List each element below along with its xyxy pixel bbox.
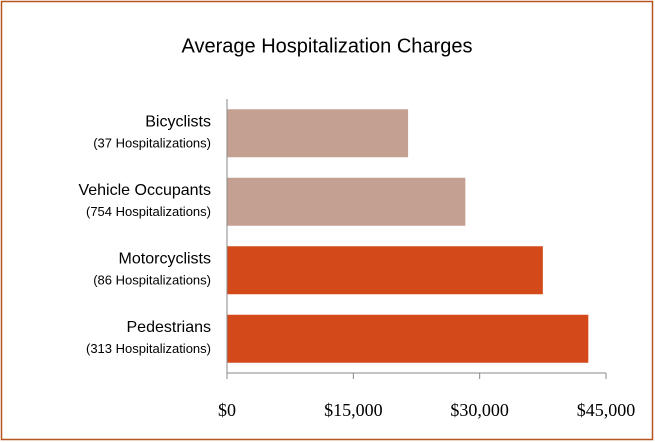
bar <box>227 109 409 158</box>
y-tick-sublabel: (86 Hospitalizations) <box>93 273 211 288</box>
x-tick-label: $30,000 <box>450 400 509 420</box>
bar <box>227 314 589 363</box>
y-tick-label: Bicyclists <box>145 113 211 130</box>
x-tick-label: $45,000 <box>577 400 636 420</box>
y-tick-sublabel: (313 Hospitalizations) <box>86 341 211 356</box>
bar <box>227 177 466 226</box>
x-tick-label: $0 <box>218 400 236 420</box>
y-tick-label: Vehicle Occupants <box>78 182 211 199</box>
y-tick-label: Motorcyclists <box>119 250 211 267</box>
y-tick-sublabel: (37 Hospitalizations) <box>93 136 211 151</box>
y-tick-label: Pedestrians <box>127 319 212 336</box>
x-tick-label: $15,000 <box>324 400 383 420</box>
y-tick-sublabel: (754 Hospitalizations) <box>86 204 211 219</box>
bar <box>227 246 543 295</box>
chart-title: Average Hospitalization Charges <box>182 35 473 57</box>
